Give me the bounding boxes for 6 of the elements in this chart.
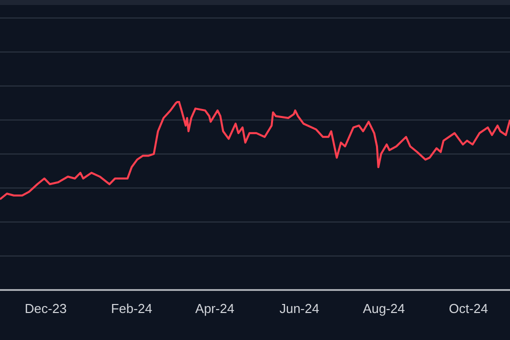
x-tick-label: Oct-24 — [448, 301, 488, 316]
x-tick-label: Jun-24 — [279, 301, 320, 316]
x-tick-label: Apr-24 — [195, 301, 234, 316]
x-tick-label: Feb-24 — [111, 301, 152, 316]
x-tick-label: Aug-24 — [362, 301, 405, 316]
x-tick-label: Dec-23 — [24, 301, 67, 316]
